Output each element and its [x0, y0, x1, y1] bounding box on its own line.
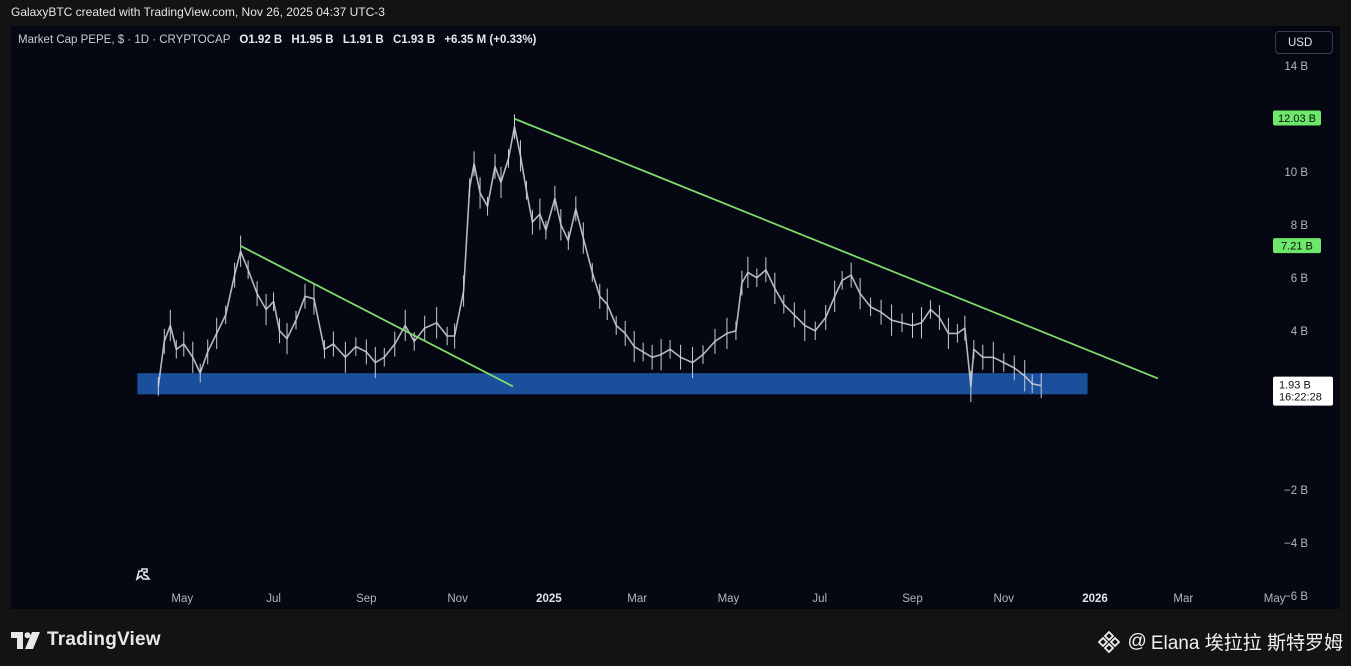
support-zone	[137, 373, 1088, 395]
x-tick-label: Jul	[812, 593, 827, 605]
y-tick-label: 4 B	[1291, 326, 1309, 338]
price-tag	[1273, 238, 1321, 254]
x-tick-label: Mar	[627, 593, 647, 605]
price-tag-label: 7.21 B	[1281, 241, 1313, 253]
x-tick-label: Jul	[266, 593, 281, 605]
trendline-1	[240, 245, 514, 388]
x-tick-label: May	[1264, 593, 1286, 605]
dinosaur-icon[interactable]	[135, 568, 151, 581]
y-tick-label: 8 B	[1291, 220, 1309, 232]
author-watermark: @ Elana 埃拉拉 斯特罗姆	[1096, 628, 1343, 655]
open-value: O1.92 B	[239, 34, 283, 46]
watermark-name: Elana 埃拉拉 斯特罗姆	[1150, 633, 1343, 654]
x-tick-label: Mar	[1173, 593, 1193, 605]
symbol-name[interactable]: Market Cap PEPE, $ · 1D · CRYPTOCAP	[18, 34, 231, 46]
last-price-box	[1273, 376, 1333, 406]
tradingview-brand[interactable]: TradingView	[11, 629, 161, 651]
tradingview-wordmark: TradingView	[47, 629, 161, 650]
y-tick-label: −6 B	[1284, 591, 1308, 603]
y-tick-label: 10 B	[1284, 167, 1308, 179]
last-price-countdown: 16:22:28	[1279, 392, 1322, 404]
trendline-2	[514, 117, 1159, 380]
tradingview-logo-icon	[11, 631, 40, 649]
y-tick-label: −4 B	[1284, 538, 1308, 550]
change-value: +6.35 M (+0.33%)	[444, 34, 537, 46]
x-tick-label: May	[718, 593, 740, 605]
y-tick-label: 14 B	[1284, 61, 1308, 73]
price-tag-label: 12.03 B	[1278, 113, 1316, 125]
close-value: C1.93 B	[392, 34, 436, 46]
x-tick-label: 2026	[1082, 593, 1108, 605]
x-tick-label: Sep	[356, 593, 376, 605]
symbol-legend: Market Cap PEPE, $ · 1D · CRYPTOCAP O1.9…	[18, 34, 536, 46]
x-tick-label: May	[171, 593, 193, 605]
high-value: H1.95 B	[291, 34, 334, 46]
footer: TradingView @ Elana 埃拉拉 斯特罗姆	[0, 612, 1351, 666]
x-tick-label: Sep	[902, 593, 922, 605]
watermark-at: @	[1127, 630, 1147, 652]
top-bar: GalaxyBTC created with TradingView.com, …	[0, 0, 1351, 24]
price-series-line	[157, 125, 1042, 388]
currency-button[interactable]: USD	[1275, 31, 1333, 54]
x-tick-label: Nov	[994, 593, 1015, 605]
x-tick-label: Nov	[447, 593, 468, 605]
binance-icon	[1097, 630, 1120, 653]
low-value: L1.91 B	[342, 34, 384, 46]
price-tag	[1273, 110, 1321, 126]
x-tick-label: 2025	[536, 593, 562, 605]
y-tick-label: 6 B	[1291, 273, 1309, 285]
chart-credit: GalaxyBTC created with TradingView.com, …	[11, 5, 385, 19]
y-tick-label: −2 B	[1284, 485, 1308, 497]
last-price-label: 1.93 B	[1279, 380, 1311, 392]
